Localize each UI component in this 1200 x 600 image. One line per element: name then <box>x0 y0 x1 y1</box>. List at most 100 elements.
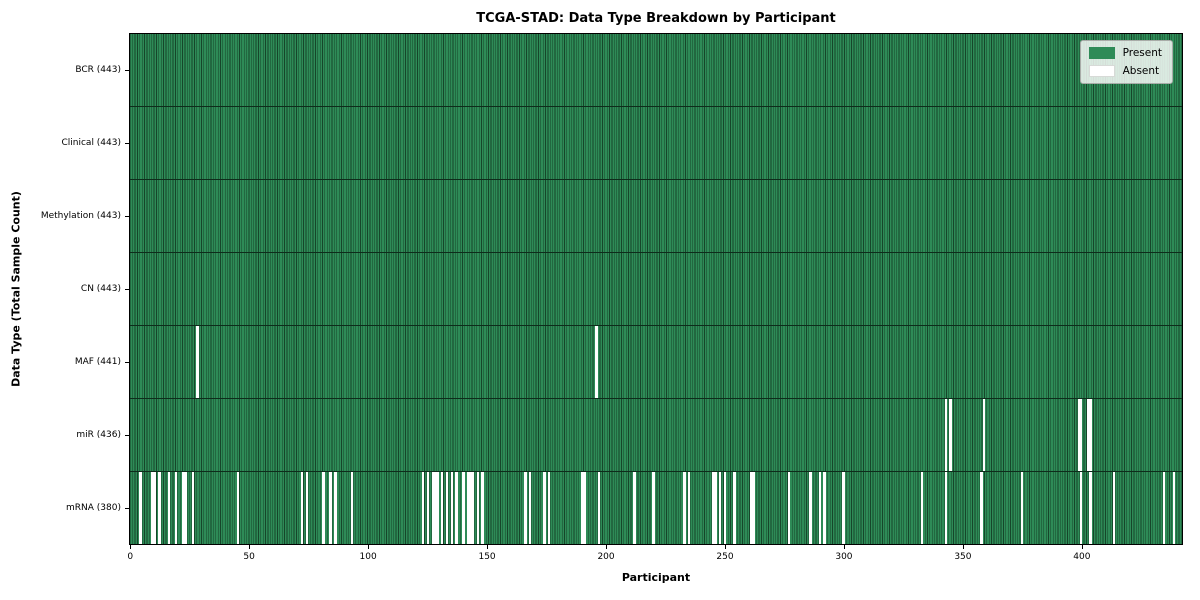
xtick-label-150: 150 <box>478 552 496 562</box>
xtick-label-250: 250 <box>716 552 734 562</box>
absent-cell <box>469 472 472 544</box>
absent-cell <box>1079 399 1083 471</box>
heatmap-row-cn <box>130 252 1182 325</box>
xtick-label-0: 0 <box>127 552 134 562</box>
absent-cell <box>334 472 337 544</box>
absent-cell <box>752 472 755 544</box>
absent-cell <box>543 472 546 544</box>
absent-cell <box>944 472 947 544</box>
absent-cell <box>467 472 470 544</box>
absent-cell <box>733 472 736 544</box>
absent-cell <box>1089 399 1092 471</box>
absent-cell <box>1172 472 1175 544</box>
absent-cell <box>711 472 715 544</box>
absent-cell <box>1113 472 1116 544</box>
absent-cell <box>441 472 444 544</box>
absent-cell <box>581 472 584 544</box>
absent-cell <box>633 472 636 544</box>
absent-cell <box>944 399 947 471</box>
absent-cell <box>422 472 425 544</box>
absent-cell <box>1163 472 1166 544</box>
absent-cell <box>595 326 598 398</box>
absent-cell <box>153 472 157 544</box>
absent-cell <box>949 399 952 471</box>
absent-cell <box>809 472 812 544</box>
ytick-mark <box>125 508 129 510</box>
absent-cell <box>714 472 717 544</box>
absent-cell <box>139 472 142 544</box>
absent-cell <box>683 472 686 544</box>
ytick-label-cn: CN (443) <box>80 284 121 294</box>
ytick-mark <box>125 215 129 217</box>
absent-cell <box>236 472 240 544</box>
xtick-label-100: 100 <box>359 552 377 562</box>
absent-cell <box>167 472 171 544</box>
absent-cell <box>1020 472 1023 544</box>
present-swatch-icon <box>1088 47 1115 59</box>
absent-cell <box>182 472 185 544</box>
xtick-label-400: 400 <box>1073 552 1091 562</box>
xtick-mark <box>130 545 132 549</box>
ytick-label-mir: miR (436) <box>76 430 121 441</box>
legend-label-present: Present <box>1122 47 1162 59</box>
xtick-mark <box>487 545 489 549</box>
ytick-mark <box>125 69 129 71</box>
xtick-label-200: 200 <box>597 552 615 562</box>
ytick-label-maf: MAF (441) <box>74 357 121 368</box>
absent-cell <box>1077 399 1080 471</box>
absent-cell <box>436 472 439 544</box>
xtick-label-300: 300 <box>835 552 853 562</box>
absent-cell <box>471 472 475 544</box>
xtick-label-350: 350 <box>954 552 972 562</box>
x-axis-label: Participant <box>621 571 691 584</box>
absent-cell <box>184 472 187 544</box>
heatmap-row-mrna <box>130 471 1182 544</box>
absent-cell <box>175 472 178 544</box>
absent-cell <box>718 472 722 544</box>
chart-title: TCGA-STAD: Data Type Breakdown by Partic… <box>476 11 836 26</box>
absent-cell <box>350 472 354 544</box>
absent-cell <box>151 472 154 544</box>
absent-cell <box>818 472 822 544</box>
absent-cell <box>158 472 161 544</box>
absent-cell <box>445 472 449 544</box>
heatmap-row-maf <box>130 325 1182 398</box>
absent-cell <box>322 472 325 544</box>
heatmap-row-clinical <box>130 106 1182 179</box>
heatmap-row-methylation <box>130 179 1182 252</box>
absent-cell <box>426 472 430 544</box>
absent-cell <box>196 326 199 398</box>
legend-label-absent: Absent <box>1122 65 1160 77</box>
legend-entry-absent: Absent <box>1088 65 1162 77</box>
absent-cell <box>476 472 480 544</box>
ytick-mark <box>125 142 129 144</box>
ytick-label-clinical: Clinical (443) <box>61 137 121 148</box>
absent-cell <box>823 472 826 544</box>
xtick-mark <box>606 545 608 549</box>
absent-cell <box>688 472 691 544</box>
heatmap-row-bcr <box>130 34 1182 106</box>
absent-cell <box>305 472 309 544</box>
absent-cell <box>980 472 983 544</box>
absent-cell <box>597 472 601 544</box>
absent-cell <box>1087 399 1090 471</box>
absent-swatch-icon <box>1088 65 1115 77</box>
ytick-mark <box>125 435 129 437</box>
absent-cell <box>1079 472 1083 544</box>
absent-cell <box>300 472 304 544</box>
absent-cell <box>455 472 458 544</box>
absent-cell <box>652 472 655 544</box>
absent-cell <box>462 472 465 544</box>
absent-cell <box>583 472 586 544</box>
ytick-label-mrna: mRNA (380) <box>66 503 121 514</box>
absent-cell <box>528 472 532 544</box>
xtick-label-50: 50 <box>243 552 255 562</box>
heatmap-plot-area: Present Absent <box>129 33 1183 545</box>
absent-cell <box>431 472 434 544</box>
absent-cell <box>450 472 453 544</box>
absent-cell <box>1089 472 1092 544</box>
xtick-mark <box>1081 545 1083 549</box>
legend: Present Absent <box>1079 40 1173 84</box>
xtick-mark <box>368 545 370 549</box>
